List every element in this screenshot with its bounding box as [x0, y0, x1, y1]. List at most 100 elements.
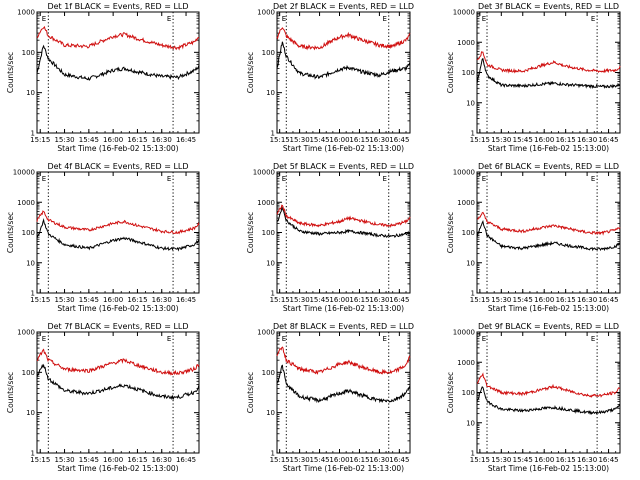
y-tick-label: 10 [466, 259, 475, 267]
x-tick-label: 16:30 [577, 456, 597, 464]
panel-title: Det 5f BLACK = Events, RED = LLD [273, 162, 414, 171]
x-tick-label: 15:45 [79, 456, 99, 464]
x-tick-label: 16:00 [103, 296, 123, 304]
x-tick-label: 15:30 [290, 456, 310, 464]
x-tick-label: 16:00 [534, 456, 554, 464]
x-tick-label: 16:45 [389, 296, 409, 304]
lld-series-line [36, 25, 200, 51]
x-tick-label: 15:45 [79, 136, 99, 144]
x-tick-label: 15:30 [54, 296, 74, 304]
lld-series-line [276, 27, 411, 51]
y-tick-label: 10 [466, 419, 475, 427]
x-tick-label: 16:45 [598, 456, 618, 464]
x-tick-label: 16:15 [127, 136, 147, 144]
x-tick-label: 15:45 [309, 296, 329, 304]
marker-label: E [383, 175, 387, 183]
y-tick-label: 1000 [257, 199, 275, 207]
y-tick-label: 10 [26, 89, 35, 97]
lld-series-line [276, 346, 411, 375]
x-tick-label: 15:30 [491, 296, 511, 304]
y-tick-label: 1 [31, 450, 35, 458]
y-tick-label: 1000 [457, 39, 475, 47]
y-tick-label: 1000 [17, 329, 35, 337]
events-series-line [476, 220, 621, 252]
marker-label: E [282, 15, 286, 23]
y-tick-label: 100 [22, 369, 35, 377]
x-tick-label: 16:00 [103, 456, 123, 464]
y-axis-label: Counts/sec [246, 372, 255, 413]
x-tick-label: 16:45 [389, 456, 409, 464]
marker-label: E [383, 335, 387, 343]
x-tick-label: 16:15 [349, 136, 369, 144]
x-tick-label: 16:15 [556, 456, 576, 464]
chart-panel-1: Det 1f BLACK = Events, RED = LLD 1 10 100 10… [6, 2, 200, 153]
chart-panel-8: Det 8f BLACK = Events, RED = LLD 1 10 100 10… [246, 322, 414, 473]
x-tick-label: 16:30 [577, 296, 597, 304]
x-tick-label: 16:15 [349, 296, 369, 304]
y-axis-label: Counts/sec [6, 212, 15, 253]
events-series-line [36, 363, 200, 401]
marker-label: E [591, 15, 595, 23]
y-tick-label: 100 [462, 69, 475, 77]
events-series-line [276, 364, 411, 404]
marker-label: E [591, 175, 595, 183]
events-series-line [276, 41, 411, 80]
x-tick-label: 16:30 [369, 456, 389, 464]
plot-frame [36, 11, 200, 134]
y-tick-label: 1000 [457, 199, 475, 207]
y-tick-label: 100 [22, 229, 35, 237]
y-axis-label: Counts/sec [446, 372, 455, 413]
y-tick-label: 100 [262, 229, 275, 237]
marker-label: E [482, 15, 486, 23]
y-tick-label: 10 [266, 259, 275, 267]
panel-title: Det 3f BLACK = Events, RED = LLD [478, 2, 619, 11]
y-tick-label: 10 [26, 259, 35, 267]
y-tick-label: 1 [471, 450, 475, 458]
x-tick-label: 15:15 [30, 136, 50, 144]
marker-label: E [482, 335, 486, 343]
x-tick-label: 16:30 [152, 296, 172, 304]
x-tick-label: 15:15 [470, 296, 490, 304]
chart-panel-5: Det 5f BLACK = Events, RED = LLD 1 10 100 10… [246, 162, 414, 313]
events-series-line [476, 57, 621, 90]
y-tick-label: 1 [31, 130, 35, 138]
y-tick-label: 1 [471, 290, 475, 298]
lld-series-line [36, 210, 200, 235]
x-tick-label: 16:30 [369, 296, 389, 304]
chart-panel-7: Det 7f BLACK = Events, RED = LLD 1 10 100 10… [6, 322, 200, 473]
events-series-line [36, 218, 200, 252]
x-tick-label: 15:15 [470, 456, 490, 464]
y-tick-label: 100 [262, 49, 275, 57]
y-axis-label: Counts/sec [446, 212, 455, 253]
x-axis-label: Start Time (16-Feb-02 15:13:00) [57, 464, 178, 473]
x-tick-label: 16:30 [369, 136, 389, 144]
y-tick-label: 10 [466, 99, 475, 107]
chart-panel-9: Det 9f BLACK = Events, RED = LLD 1 10 100 10… [446, 322, 621, 473]
lld-series-line [476, 372, 620, 398]
plot-frame [36, 171, 200, 294]
marker-label: E [282, 335, 286, 343]
chart-panel-4: Det 4f BLACK = Events, RED = LLD 1 10 100 10… [6, 162, 200, 313]
y-tick-label: 10000 [453, 169, 475, 177]
x-axis-label: Start Time (16-Feb-02 15:13:00) [283, 464, 404, 473]
y-tick-label: 1 [271, 290, 275, 298]
x-tick-label: 16:15 [556, 136, 576, 144]
y-tick-label: 10000 [453, 329, 475, 337]
y-tick-label: 1 [271, 450, 275, 458]
x-tick-label: 16:00 [329, 296, 349, 304]
x-axis-label: Start Time (16-Feb-02 15:13:00) [283, 144, 404, 153]
panel-title: Det 7f BLACK = Events, RED = LLD [47, 322, 188, 331]
y-tick-label: 1 [271, 130, 275, 138]
panel-title: Det 1f BLACK = Events, RED = LLD [47, 2, 188, 11]
y-axis-label: Counts/sec [246, 212, 255, 253]
x-tick-label: 15:15 [270, 456, 290, 464]
panel-title: Det 9f BLACK = Events, RED = LLD [478, 322, 619, 331]
y-tick-label: 10 [266, 89, 275, 97]
y-tick-label: 10000 [253, 169, 275, 177]
y-tick-label: 1000 [257, 9, 275, 17]
x-tick-label: 15:30 [290, 136, 310, 144]
plot-frame [36, 331, 200, 454]
y-axis-label: Counts/sec [6, 52, 15, 93]
x-tick-label: 16:15 [127, 296, 147, 304]
y-axis-label: Counts/sec [6, 372, 15, 413]
